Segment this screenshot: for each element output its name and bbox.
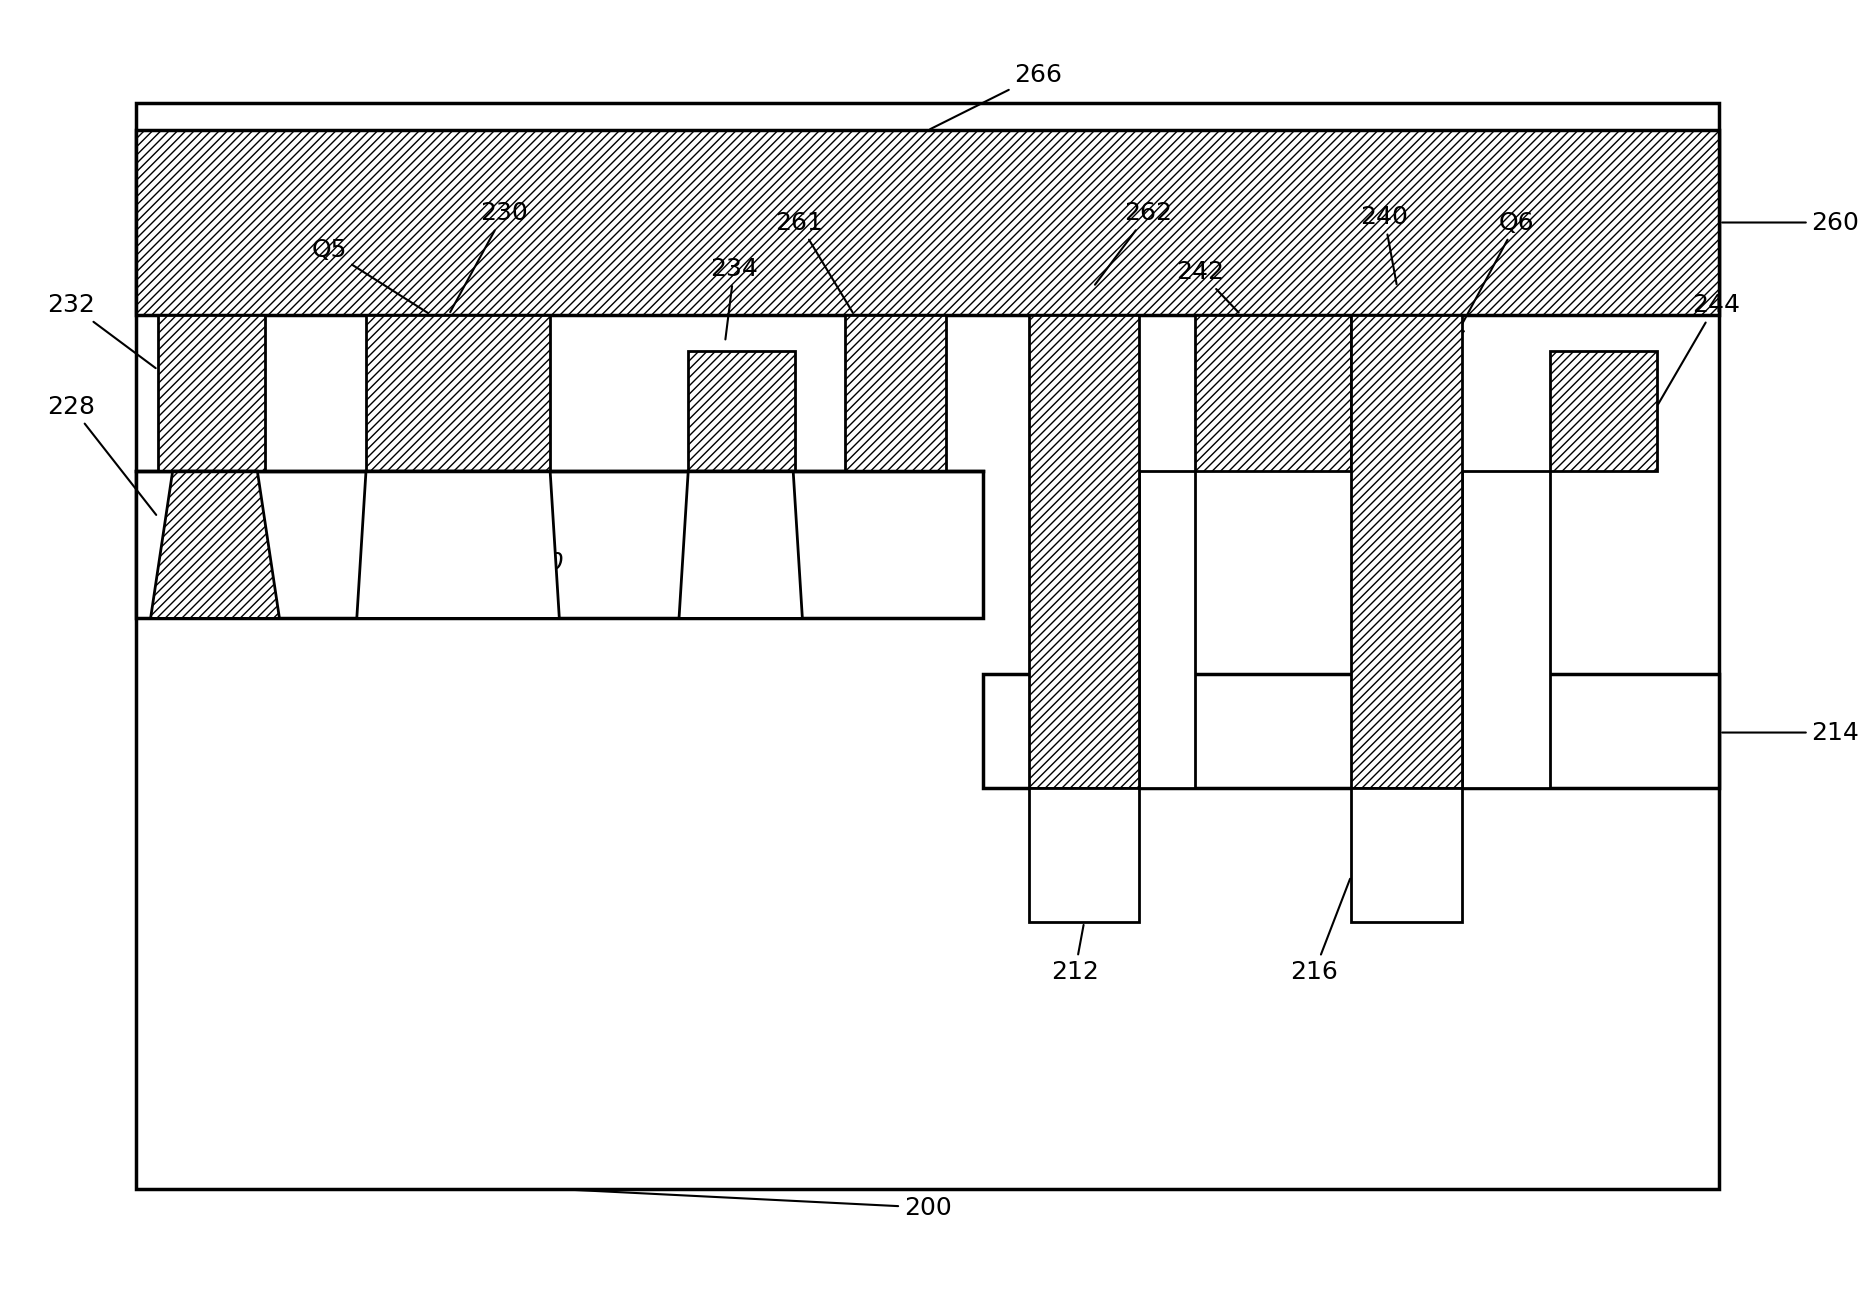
Bar bbox=[135, 103, 1718, 1189]
Polygon shape bbox=[356, 472, 558, 619]
Bar bbox=[981, 673, 1718, 788]
Text: 244: 244 bbox=[1658, 293, 1738, 404]
Bar bbox=[135, 472, 981, 619]
Bar bbox=[687, 351, 794, 472]
Text: 261: 261 bbox=[774, 211, 852, 313]
Text: 230: 230 bbox=[450, 202, 528, 313]
Bar bbox=[845, 314, 946, 472]
Text: 240: 240 bbox=[1360, 205, 1407, 284]
Bar bbox=[1028, 788, 1139, 922]
Bar bbox=[157, 314, 264, 472]
Text: Q5: Q5 bbox=[311, 238, 427, 313]
Text: Q6: Q6 bbox=[1453, 211, 1534, 337]
Text: 200: 200 bbox=[562, 1190, 951, 1220]
Text: 212: 212 bbox=[1051, 925, 1098, 985]
Text: 228: 228 bbox=[47, 394, 155, 516]
Bar bbox=[1350, 788, 1461, 922]
Polygon shape bbox=[1461, 472, 1549, 788]
Text: 242: 242 bbox=[1176, 260, 1238, 313]
Text: 214: 214 bbox=[1721, 721, 1858, 744]
Text: 210: 210 bbox=[517, 552, 564, 575]
Bar bbox=[1350, 314, 1461, 788]
Text: 234: 234 bbox=[710, 257, 759, 340]
Text: 266: 266 bbox=[929, 63, 1062, 129]
Text: 232: 232 bbox=[47, 293, 155, 368]
Bar bbox=[1028, 314, 1139, 788]
Polygon shape bbox=[150, 472, 279, 619]
Bar bbox=[365, 314, 551, 472]
Text: 260: 260 bbox=[1721, 211, 1858, 235]
Polygon shape bbox=[1139, 472, 1193, 788]
Text: 262: 262 bbox=[1094, 202, 1172, 284]
Bar bbox=[135, 130, 1718, 314]
Bar bbox=[1193, 314, 1350, 472]
Bar bbox=[1549, 351, 1656, 472]
Polygon shape bbox=[678, 472, 802, 619]
Text: 216: 216 bbox=[1290, 879, 1349, 985]
